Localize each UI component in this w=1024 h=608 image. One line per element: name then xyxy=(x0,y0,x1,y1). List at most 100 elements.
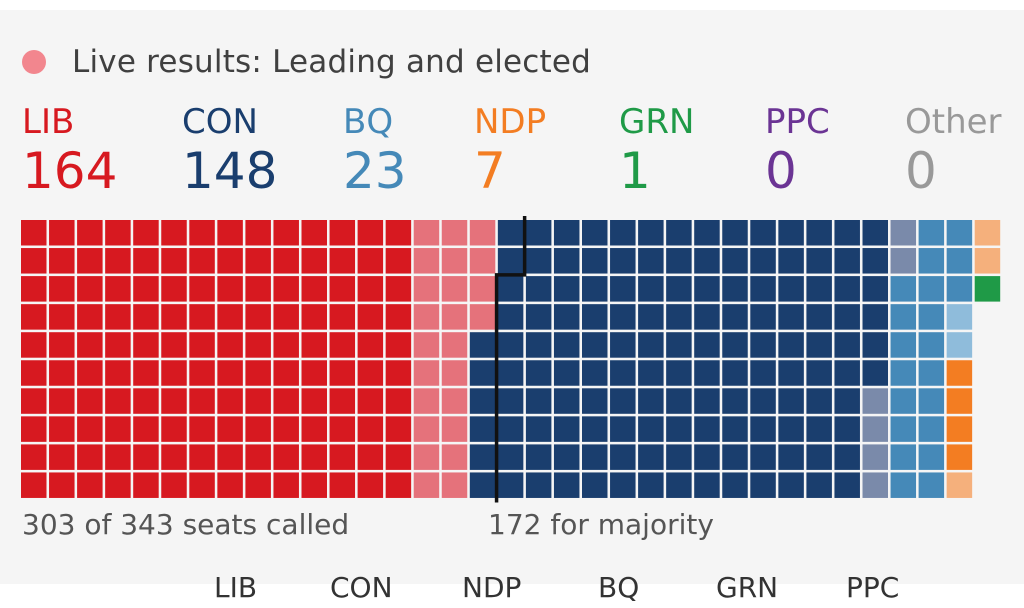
seat-cell-lib-elected xyxy=(189,248,215,274)
seat-cell-lib-elected xyxy=(245,360,271,386)
seat-cell-con-elected xyxy=(806,220,832,246)
seat-cell-lib-elected xyxy=(301,276,327,302)
seat-cell-ndp-elected xyxy=(946,416,973,442)
seat-cell-lib-elected xyxy=(217,360,243,386)
seat-cell-con-elected xyxy=(722,248,748,274)
seat-cell-lib-elected xyxy=(357,304,384,330)
seat-cell-lib-leading xyxy=(469,276,496,302)
seat-cell-con-elected xyxy=(666,220,692,246)
seat-cell-lib-elected xyxy=(161,332,187,358)
seat-cell-bq-elected xyxy=(946,220,973,246)
seat-cell-lib-elected xyxy=(301,360,327,386)
seat-cell-con-elected xyxy=(806,444,832,470)
seat-cell-con-elected xyxy=(778,444,804,470)
seat-cell-con-elected xyxy=(497,360,524,386)
seat-cell-con-elected xyxy=(750,220,776,246)
bottom-label-ppc: PPC xyxy=(846,571,900,604)
seat-cell-con-elected xyxy=(525,472,552,498)
party-seat-count: 23 xyxy=(343,142,407,200)
seat-cell-bq-elected xyxy=(918,304,945,330)
seat-cell-lib-elected xyxy=(273,332,299,358)
seat-cell-con-elected xyxy=(778,248,804,274)
party-seat-count: 1 xyxy=(619,142,651,200)
seat-cell-con-elected xyxy=(722,444,748,470)
seat-cell-con-elected xyxy=(722,220,748,246)
seat-cell-lib-elected xyxy=(77,220,103,246)
seat-cell-lib-elected xyxy=(217,276,243,302)
seat-cell-bq-elected xyxy=(918,332,945,358)
seat-cell-lib-elected xyxy=(273,220,299,246)
seat-cell-grn-elected xyxy=(974,276,1001,302)
seat-cell-con-elected xyxy=(638,248,664,274)
seat-cell-con-elected xyxy=(694,416,720,442)
seat-cell-lib-elected xyxy=(77,304,103,330)
seat-cell-con-elected xyxy=(553,360,580,386)
seat-cell-con-elected xyxy=(862,220,888,246)
seat-cell-lib-leading xyxy=(469,304,496,330)
seat-cell-con-elected xyxy=(694,276,720,302)
seat-cell-lib-elected xyxy=(245,444,271,470)
seat-cell-lib-elected xyxy=(21,220,47,246)
seat-cell-con-elected xyxy=(778,304,804,330)
seat-cell-lib-elected xyxy=(357,360,384,386)
seat-cell-con-elected xyxy=(525,248,552,274)
seat-cell-lib-leading xyxy=(441,472,468,498)
seat-cell-bq-elected xyxy=(946,248,973,274)
seat-cell-con-elected xyxy=(582,444,608,470)
seat-cell-con-elected xyxy=(497,332,524,358)
seat-cell-ndp-elected xyxy=(946,360,973,386)
seat-cell-con-elected xyxy=(638,388,664,414)
seat-cell-con-elected xyxy=(469,388,496,414)
party-grn: GRN 1 xyxy=(619,100,694,200)
seat-cell-lib-elected xyxy=(329,332,356,358)
seat-cell-con-elected xyxy=(469,444,496,470)
seat-cell-con-elected xyxy=(778,416,804,442)
seat-cell-lib-elected xyxy=(217,220,243,246)
seat-cell-bq-elected xyxy=(946,276,973,302)
seat-cell-lib-elected xyxy=(21,248,47,274)
seat-cell-lib-leading xyxy=(413,388,440,414)
seat-cell-lib-elected xyxy=(301,332,327,358)
seat-cell-lib-elected xyxy=(77,248,103,274)
seat-cell-con-elected xyxy=(722,304,748,330)
seat-cell-lib-elected xyxy=(273,444,299,470)
seat-cell-bq-elected xyxy=(918,444,945,470)
seat-cell-con-elected xyxy=(666,444,692,470)
seat-cell-lib-elected xyxy=(161,472,187,498)
seat-cell-con-elected xyxy=(666,388,692,414)
seat-cell-con-leading xyxy=(890,248,917,274)
seat-cell-con-elected xyxy=(497,220,524,246)
seat-cell-bq-elected xyxy=(918,248,945,274)
seat-cell-con-elected xyxy=(610,304,636,330)
seat-cell-con-elected xyxy=(694,444,720,470)
seat-cell-con-elected xyxy=(553,332,580,358)
seat-cell-con-elected xyxy=(553,304,580,330)
seat-cell-lib-leading xyxy=(413,416,440,442)
seat-cell-lib-elected xyxy=(189,276,215,302)
seat-cell-lib-leading xyxy=(413,248,440,274)
seat-cell-con-elected xyxy=(694,220,720,246)
seat-cell-ndp-elected xyxy=(946,444,973,470)
seat-cell-lib-elected xyxy=(21,360,47,386)
party-ppc: PPC 0 xyxy=(765,100,830,200)
seat-cell-lib-elected xyxy=(301,444,327,470)
seat-cell-lib-elected xyxy=(161,388,187,414)
seat-cell-con-elected xyxy=(525,416,552,442)
seat-waffle-chart xyxy=(21,216,1001,503)
seat-cell-lib-elected xyxy=(245,472,271,498)
seat-cell-con-elected xyxy=(806,276,832,302)
seat-cell-lib-elected xyxy=(301,416,327,442)
seat-cell-con-elected xyxy=(638,276,664,302)
seat-cell-lib-leading xyxy=(441,360,468,386)
seat-cell-lib-elected xyxy=(329,304,356,330)
seat-cell-con-elected xyxy=(610,388,636,414)
party-abbr: CON xyxy=(182,102,258,142)
seat-cell-lib-elected xyxy=(357,472,384,498)
seat-cell-con-elected xyxy=(666,248,692,274)
seat-cell-con-elected xyxy=(497,276,524,302)
seat-cell-bq-elected xyxy=(890,276,917,302)
seat-cell-lib-elected xyxy=(245,388,271,414)
party-con: CON 148 xyxy=(182,100,277,200)
seat-cell-lib-elected xyxy=(49,276,75,302)
seat-cell-lib-leading xyxy=(441,304,468,330)
